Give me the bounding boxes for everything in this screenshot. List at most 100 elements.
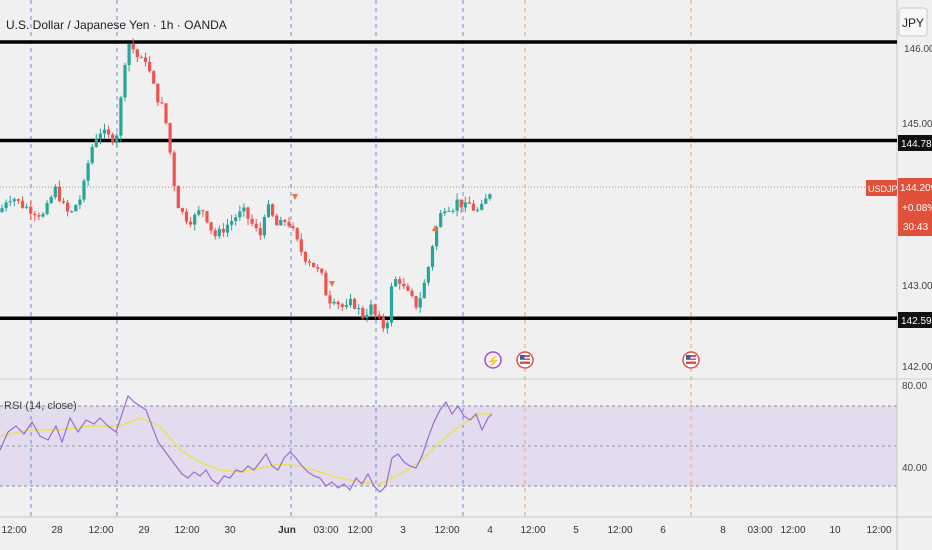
- flag-stripe: [686, 357, 696, 359]
- candle-body: [209, 222, 213, 231]
- candle-body: [246, 207, 250, 219]
- candle-body: [307, 261, 312, 263]
- candle-body: [303, 251, 307, 262]
- candle-body: [410, 290, 414, 297]
- candle-body: [29, 206, 33, 214]
- candle-body: [254, 223, 258, 229]
- candle-body: [152, 71, 156, 84]
- candle-body: [225, 224, 230, 233]
- time-tick: 5: [573, 525, 579, 536]
- candle-body: [213, 230, 217, 237]
- price-tag-value: 144.209: [900, 183, 932, 194]
- candle-body: [471, 203, 476, 211]
- candle-body: [377, 314, 381, 318]
- candle-body: [107, 129, 111, 135]
- event-us-flag[interactable]: [516, 351, 534, 369]
- candle-body: [295, 228, 299, 240]
- candle-body: [340, 304, 344, 307]
- candle-body: [476, 209, 480, 211]
- candle-body: [328, 295, 332, 304]
- candle-body: [361, 308, 365, 318]
- candle-body: [402, 283, 406, 287]
- event-us-flag[interactable]: [682, 351, 700, 369]
- candle-body: [172, 152, 176, 187]
- currency-button[interactable]: [898, 7, 928, 37]
- candle-body: [234, 217, 238, 222]
- flag-stripe: [520, 360, 530, 362]
- candle-body: [389, 286, 394, 323]
- candle-body: [439, 213, 443, 227]
- candle-body: [394, 279, 398, 287]
- candle-body: [49, 197, 53, 204]
- candle-body: [16, 199, 20, 201]
- chart-title: U.S. Dollar / Japanese Yen · 1h · OANDA: [6, 18, 227, 32]
- candle-body: [90, 146, 94, 164]
- candle-body: [283, 220, 287, 222]
- candle-body: [164, 103, 168, 124]
- event-lightning[interactable]: ⚡: [484, 351, 502, 369]
- symbol-tag: [866, 180, 897, 196]
- candle-body: [119, 97, 123, 136]
- candle-body: [12, 199, 16, 202]
- candle-body: [336, 301, 340, 305]
- level-label: 142.590: [901, 316, 932, 327]
- candle-body: [451, 210, 455, 212]
- time-tick: 12:00: [780, 525, 805, 536]
- candle-body: [98, 133, 102, 139]
- candle-body: [115, 135, 119, 143]
- candle-body: [418, 298, 422, 308]
- price-tick: 143.000: [902, 281, 932, 292]
- candle-body: [184, 211, 189, 222]
- signal-down-marker: [329, 281, 335, 287]
- candle-body: [459, 199, 463, 208]
- candle-body: [414, 296, 418, 308]
- candle-body: [123, 65, 127, 98]
- currency-button-label[interactable]: JPY: [902, 16, 924, 30]
- candle-body: [189, 221, 193, 225]
- rsi-ma-line: [0, 413, 492, 485]
- time-tick: 03:00: [747, 525, 772, 536]
- candle-body: [70, 211, 74, 213]
- candle-body: [275, 215, 279, 226]
- time-tick: 12:00: [1, 525, 26, 536]
- candle-body: [279, 220, 283, 226]
- candle-body: [25, 206, 29, 208]
- candle-body: [443, 211, 447, 214]
- candle-body: [4, 202, 8, 209]
- candle-body: [217, 228, 221, 237]
- time-tick: 3: [400, 525, 406, 536]
- level-label: 144.784: [901, 139, 932, 150]
- candle-body: [197, 210, 201, 215]
- candle-body: [180, 208, 184, 212]
- flag-stripe: [686, 360, 696, 362]
- time-tick: 8: [720, 525, 726, 536]
- candle-body: [205, 211, 209, 223]
- candle-body: [20, 200, 25, 208]
- price-tag-change: +0.08%: [902, 203, 932, 214]
- price-tag: [898, 178, 932, 236]
- signal-up-marker: [432, 225, 438, 231]
- time-tick: 30: [224, 525, 236, 536]
- signal-down-marker: [292, 194, 298, 200]
- candle-body: [156, 83, 160, 103]
- candle-body: [262, 216, 266, 236]
- candle-body: [201, 210, 205, 212]
- candle-body: [193, 214, 197, 225]
- candle-body: [230, 221, 234, 225]
- candle-body: [168, 123, 172, 153]
- candle-body: [353, 298, 357, 309]
- time-tick: 12:00: [607, 525, 632, 536]
- candle-body: [250, 218, 254, 224]
- candle-body: [299, 239, 303, 252]
- candle-body: [102, 129, 107, 134]
- candle-body: [78, 199, 82, 205]
- time-tick: 03:00: [313, 525, 338, 536]
- symbol-tag-label: USDJPY: [868, 184, 904, 194]
- candle-body: [238, 211, 242, 218]
- candle-body: [0, 208, 4, 213]
- candle-body: [447, 210, 451, 212]
- candle-body: [66, 202, 70, 212]
- candle-body: [33, 213, 37, 216]
- candle-body: [37, 215, 41, 217]
